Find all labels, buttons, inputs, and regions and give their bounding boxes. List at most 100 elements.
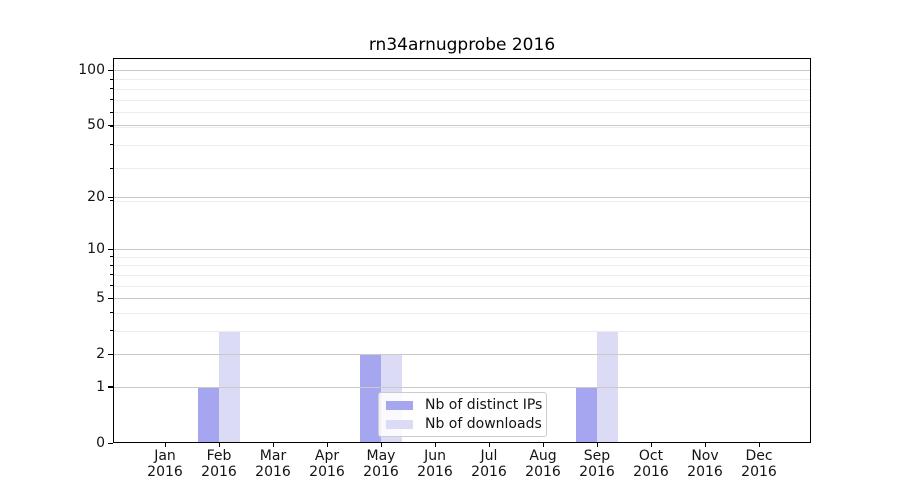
- bar-distinct-ips-feb: [198, 387, 219, 443]
- x-tick-mark: [218, 443, 220, 447]
- x-tick-year: 2016: [687, 463, 723, 480]
- x-tick-year: 2016: [363, 463, 399, 480]
- minor-gridline: [113, 274, 811, 276]
- y-tick-mark: [108, 124, 113, 126]
- major-gridline: [113, 249, 811, 251]
- y-tick-mark: [108, 69, 113, 71]
- chart-title: rn34arnugprobe 2016: [368, 35, 556, 55]
- x-tick-label-oct: Oct 2016: [619, 448, 683, 480]
- legend-swatch: [386, 419, 413, 429]
- minor-gridline: [113, 312, 811, 314]
- bar-distinct-ips-sep: [576, 387, 597, 443]
- x-tick-mark: [272, 443, 274, 447]
- x-tick-month: Apr: [314, 448, 340, 464]
- major-gridline: [113, 386, 811, 388]
- x-tick-month: Sep: [583, 448, 611, 464]
- x-tick-year: 2016: [525, 463, 561, 480]
- y-minor-tick-mark: [110, 330, 113, 332]
- x-tick-label-aug: Aug 2016: [511, 448, 575, 480]
- x-tick-year: 2016: [309, 463, 345, 480]
- minor-gridline: [113, 285, 811, 287]
- plot-area: [113, 58, 811, 443]
- x-tick-label-nov: Nov 2016: [673, 448, 737, 480]
- y-tick-label: 10: [87, 241, 105, 258]
- minor-gridline: [113, 112, 811, 114]
- minor-gridline: [113, 330, 811, 332]
- x-tick-month: Dec: [745, 448, 773, 464]
- y-minor-tick-mark: [110, 144, 113, 146]
- x-tick-mark: [704, 443, 706, 447]
- legend-item-distinct-ips: Nb of distinct IPs: [386, 397, 543, 413]
- minor-gridline: [113, 126, 811, 128]
- y-tick-label: 1: [96, 378, 105, 395]
- minor-gridline: [113, 200, 811, 202]
- x-tick-year: 2016: [741, 463, 777, 480]
- x-tick-label-jan: Jan 2016: [133, 448, 197, 480]
- x-tick-label-mar: Mar 2016: [241, 448, 305, 480]
- x-tick-label-may: May 2016: [349, 448, 413, 480]
- x-tick-year: 2016: [255, 463, 291, 480]
- x-tick-mark: [434, 443, 436, 447]
- legend-label: Nb of downloads: [425, 416, 542, 432]
- y-minor-tick-mark: [110, 200, 113, 202]
- x-tick-label-feb: Feb 2016: [187, 448, 251, 480]
- y-minor-tick-mark: [110, 274, 113, 276]
- y-minor-tick-mark: [110, 88, 113, 90]
- minor-gridline: [113, 79, 811, 81]
- bar-distinct-ips-may: [360, 354, 381, 443]
- x-tick-month: Aug: [529, 448, 557, 464]
- major-gridline: [113, 125, 811, 127]
- x-tick-label-jun: Jun 2016: [403, 448, 467, 480]
- x-tick-month: Jan: [154, 448, 176, 464]
- x-tick-mark: [650, 443, 652, 447]
- x-tick-month: Feb: [206, 448, 232, 464]
- x-tick-label-dec: Dec 2016: [727, 448, 791, 480]
- minor-gridline: [113, 256, 811, 258]
- x-tick-mark: [164, 443, 166, 447]
- x-tick-month: Oct: [638, 448, 664, 464]
- x-tick-month: Nov: [691, 448, 719, 464]
- legend: Nb of distinct IPs Nb of downloads: [378, 392, 547, 437]
- y-tick-label: 5: [96, 290, 105, 307]
- y-tick-mark: [108, 353, 113, 355]
- x-tick-year: 2016: [201, 463, 237, 480]
- major-gridline: [113, 354, 811, 356]
- minor-gridline: [113, 265, 811, 267]
- minor-gridline: [113, 168, 811, 170]
- y-minor-tick-mark: [110, 78, 113, 80]
- y-minor-tick-mark: [110, 126, 113, 128]
- x-tick-year: 2016: [579, 463, 615, 480]
- major-gridline: [113, 70, 811, 72]
- y-tick-mark: [108, 442, 113, 444]
- minor-gridline: [113, 99, 811, 101]
- x-tick-mark: [758, 443, 760, 447]
- minor-gridline: [113, 144, 811, 146]
- y-minor-tick-mark: [110, 111, 113, 113]
- y-tick-label: 0: [96, 435, 105, 451]
- x-tick-mark: [542, 443, 544, 447]
- x-tick-mark: [380, 443, 382, 447]
- y-tick-label: 50: [87, 117, 105, 134]
- legend-swatch: [386, 400, 413, 410]
- y-minor-tick-mark: [110, 264, 113, 266]
- x-tick-label-sep: Sep 2016: [565, 448, 629, 480]
- major-gridline: [113, 298, 811, 300]
- x-tick-year: 2016: [417, 463, 453, 480]
- y-minor-tick-mark: [110, 167, 113, 169]
- y-minor-tick-mark: [110, 285, 113, 287]
- x-tick-label-jul: Jul 2016: [457, 448, 521, 480]
- grid-layer: [113, 58, 811, 443]
- x-tick-month: Jul: [480, 448, 498, 464]
- minor-gridline: [113, 88, 811, 90]
- legend-label: Nb of distinct IPs: [425, 397, 543, 413]
- y-tick-mark: [108, 196, 113, 198]
- x-tick-year: 2016: [471, 463, 507, 480]
- x-tick-mark: [326, 443, 328, 447]
- x-tick-mark: [488, 443, 490, 447]
- legend-item-downloads: Nb of downloads: [386, 416, 542, 432]
- y-tick-label: 20: [87, 189, 105, 205]
- x-tick-year: 2016: [633, 463, 669, 480]
- x-tick-year: 2016: [147, 463, 183, 480]
- y-tick-mark: [108, 248, 113, 250]
